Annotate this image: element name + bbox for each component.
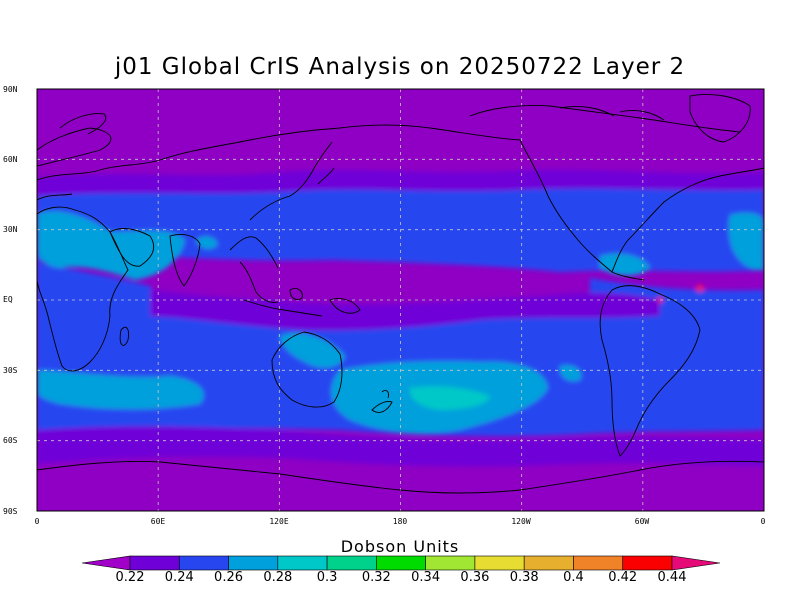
map-title: j01 Global CrIS Analysis on 20250722 Lay… xyxy=(114,54,686,80)
colorbar-units-title: Dobson Units xyxy=(340,537,460,556)
lon-label-180: 180 xyxy=(392,517,408,526)
lat-label-60n: 60N xyxy=(3,155,18,164)
colorbar-swatch xyxy=(573,555,624,571)
colorbar-swatch xyxy=(425,555,476,571)
lon-label-120e: 120E xyxy=(269,517,289,526)
colorbar-swatch xyxy=(376,555,426,571)
lat-label-30n: 30N xyxy=(3,225,18,234)
lat-label-90n: 90N xyxy=(3,85,18,94)
colorbar-tick-label: 0.38 xyxy=(509,570,539,585)
lat-label-60s: 60S xyxy=(3,436,18,445)
colorbar-swatch xyxy=(474,555,525,571)
colorbar-tick-label: 0.28 xyxy=(263,570,293,585)
lon-label-0-right: 0 xyxy=(760,517,766,526)
field-layer xyxy=(37,89,764,511)
colorbar-tick-label: 0.36 xyxy=(460,570,490,585)
colorbar-swatch xyxy=(228,555,279,571)
colorbar-swatch xyxy=(622,555,673,571)
lon-label-60e: 60E xyxy=(150,517,166,526)
lon-label-0-left: 0 xyxy=(34,517,40,526)
colorbar xyxy=(81,555,721,571)
colorbar-tick-label: 0.34 xyxy=(411,570,441,585)
plot-frame xyxy=(36,88,765,512)
colorbar-tick-label: 0.32 xyxy=(361,570,391,585)
colorbar-high-arrow xyxy=(671,555,721,571)
lon-label-120w: 120W xyxy=(511,517,531,526)
colorbar-swatch xyxy=(277,555,328,571)
coastlines xyxy=(37,94,764,494)
colorbar-tick-label: 0.42 xyxy=(608,570,638,585)
colorbar-swatch xyxy=(178,555,229,571)
colorbar-tick-label: 0.26 xyxy=(214,570,244,585)
lat-label-90s: 90S xyxy=(3,507,18,516)
colorbar-tick-label: 0.44 xyxy=(657,570,687,585)
lat-label-eq: EQ xyxy=(3,295,13,304)
colorbar-tick-label: 0.22 xyxy=(115,570,145,585)
colorbar-low-arrow xyxy=(81,555,131,571)
colorbar-swatch xyxy=(523,555,574,571)
colorbar-swatch xyxy=(129,555,180,571)
colorbar-tick-label: 0.3 xyxy=(316,570,338,585)
lat-label-30s: 30S xyxy=(3,366,18,375)
lon-label-60w: 60W xyxy=(634,517,650,526)
colorbar-tick-label: 0.4 xyxy=(563,570,584,585)
colorbar-swatch xyxy=(326,555,377,571)
colorbar-tick-label: 0.24 xyxy=(164,570,194,585)
